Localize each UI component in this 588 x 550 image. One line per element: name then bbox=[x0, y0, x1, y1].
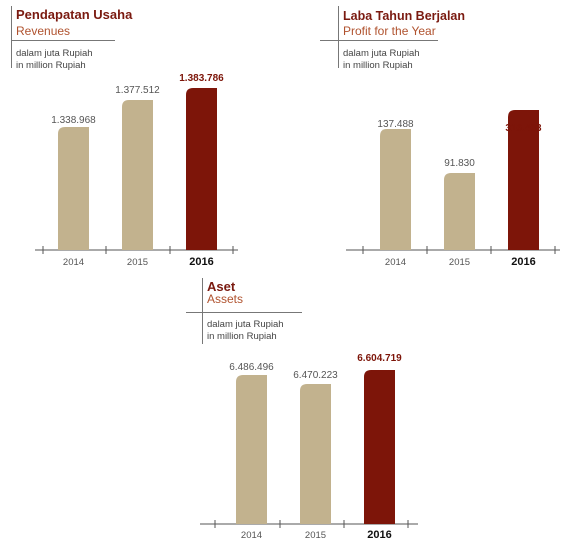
data-label-2016: 1.383.786 bbox=[179, 73, 224, 84]
chart-subtitle: Assets bbox=[207, 292, 244, 306]
header-divider-horizontal bbox=[186, 312, 302, 313]
unit-note-en: in million Rupiah bbox=[16, 60, 86, 71]
x-tick-label-2014: 2014 bbox=[385, 257, 406, 268]
unit-note-id: dalam juta Rupiah bbox=[343, 48, 420, 59]
x-tick-label-2015: 2015 bbox=[449, 257, 470, 268]
chart-title: Laba Tahun Berjalan bbox=[343, 9, 466, 23]
x-tick-label-2014: 2014 bbox=[63, 257, 84, 268]
bar-2015 bbox=[444, 173, 475, 250]
data-label-2015: 1.377.512 bbox=[115, 85, 160, 96]
x-tick-label-2016: 2016 bbox=[189, 256, 213, 268]
chart-subtitle: Revenues bbox=[16, 24, 71, 38]
data-label-2014: 6.486.496 bbox=[229, 362, 274, 373]
bar-2015 bbox=[122, 100, 153, 250]
data-label-2014: 137.488 bbox=[377, 119, 414, 130]
header-divider-vertical bbox=[338, 6, 339, 68]
chart-title: Pendapatan Usaha bbox=[16, 7, 133, 22]
bar-2014 bbox=[236, 375, 267, 524]
chart-title: Aset bbox=[207, 279, 236, 294]
data-label-2014: 1.338.968 bbox=[51, 115, 96, 126]
x-tick-label-2016: 2016 bbox=[511, 256, 535, 268]
data-label-2015: 6.470.223 bbox=[293, 370, 338, 381]
bar-2015 bbox=[300, 384, 331, 524]
bar-2016 bbox=[364, 370, 395, 524]
header-divider-horizontal bbox=[320, 40, 438, 41]
data-label-2016: 316.403 bbox=[505, 123, 542, 134]
unit-note-en: in million Rupiah bbox=[343, 60, 413, 71]
unit-note-en: in million Rupiah bbox=[207, 331, 277, 342]
chart-subtitle: Profit for the Year bbox=[343, 24, 436, 38]
data-label-2015: 91.830 bbox=[444, 158, 475, 169]
x-tick-label-2015: 2015 bbox=[305, 530, 326, 541]
bar-2014 bbox=[58, 127, 89, 250]
x-tick-label-2014: 2014 bbox=[241, 530, 262, 541]
header-divider-vertical bbox=[11, 6, 12, 68]
bar-2014 bbox=[380, 129, 411, 250]
header-divider-horizontal bbox=[11, 40, 115, 41]
data-label-2016: 6.604.719 bbox=[357, 353, 402, 364]
bar-2016 bbox=[186, 88, 217, 250]
bar-2016 bbox=[508, 110, 539, 250]
x-tick-label-2016: 2016 bbox=[367, 529, 391, 541]
unit-note-id: dalam juta Rupiah bbox=[207, 319, 284, 330]
x-tick-label-2015: 2015 bbox=[127, 257, 148, 268]
header-divider-vertical bbox=[202, 278, 203, 344]
unit-note-id: dalam juta Rupiah bbox=[16, 48, 93, 59]
